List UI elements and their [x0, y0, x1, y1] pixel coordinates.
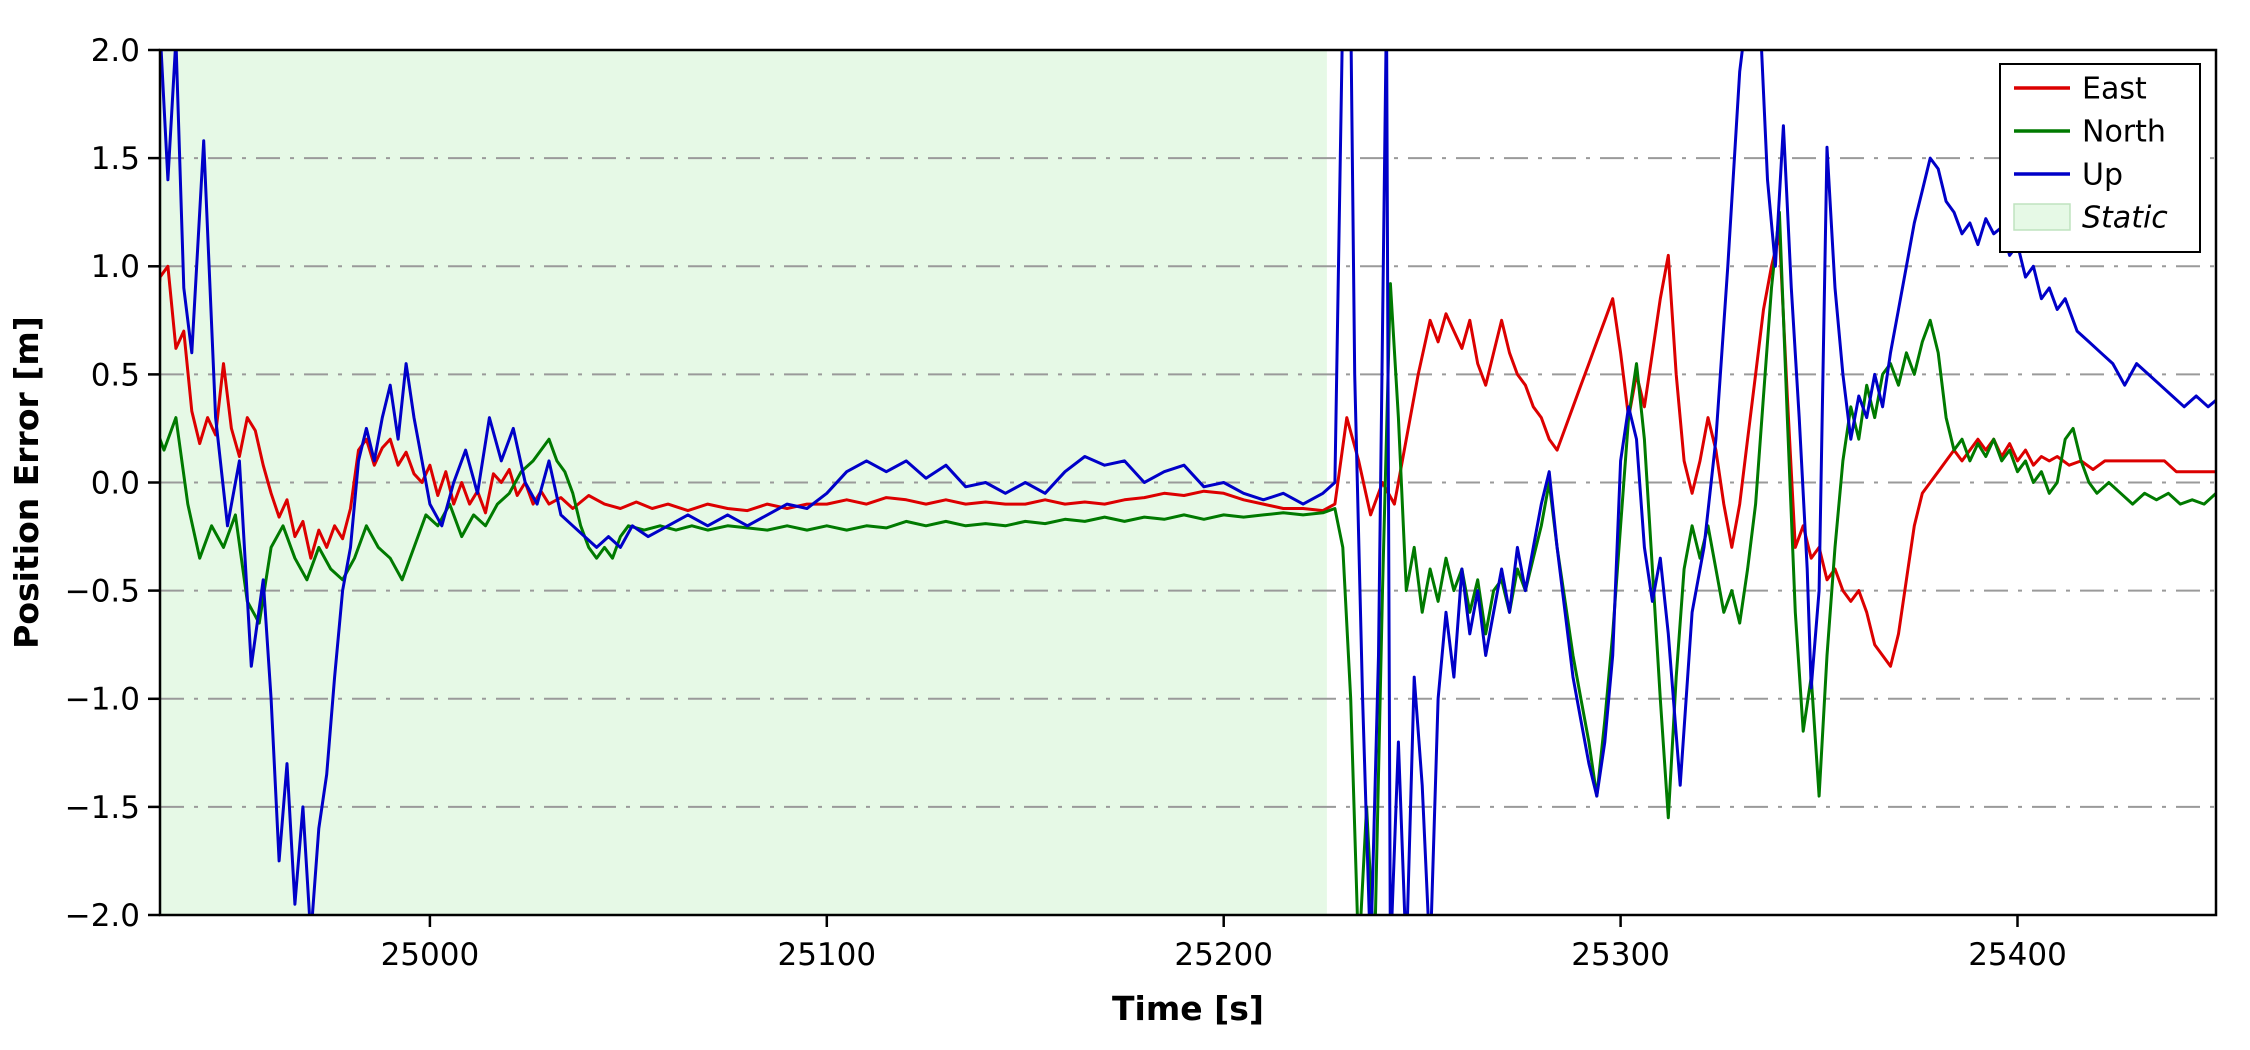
legend-label-north: North — [2082, 115, 2166, 150]
series-east-line — [160, 232, 2216, 668]
legend-label-east: East — [2082, 72, 2147, 107]
y-tick-label: 1.5 — [91, 141, 140, 177]
series-up-line — [160, 50, 2216, 915]
y-tick-label: 0.5 — [91, 357, 140, 393]
x-tick-label: 25100 — [777, 937, 876, 973]
y-tick-label: 0.0 — [91, 465, 140, 501]
legend: East North Up Static — [1999, 63, 2201, 253]
legend-label-up: Up — [2082, 158, 2123, 193]
x-tick-label: 25400 — [1968, 937, 2067, 973]
legend-swatch-static — [2013, 203, 2071, 231]
y-tick-label: −2.0 — [65, 898, 140, 934]
y-tick-label: 2.0 — [91, 33, 140, 69]
y-tick-label: −0.5 — [65, 573, 140, 609]
y-tick-label: −1.5 — [65, 790, 140, 826]
legend-label-static: Static — [2082, 201, 2168, 236]
y-axis-label: Position Error [m] — [7, 316, 46, 649]
y-tick-label: 1.0 — [91, 249, 140, 285]
x-axis-label: Time [s] — [1112, 989, 1264, 1028]
y-tick-label: −1.0 — [65, 682, 140, 718]
x-tick-label: 25200 — [1174, 937, 1273, 973]
x-tick-label: 25300 — [1571, 937, 1670, 973]
x-tick-label: 25000 — [381, 937, 480, 973]
